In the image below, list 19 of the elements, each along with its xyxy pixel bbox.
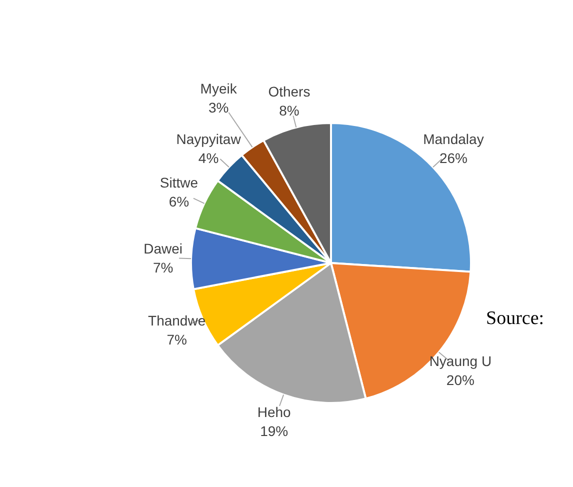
data-label: 7% bbox=[166, 332, 187, 348]
slice-label: Naypyitaw bbox=[176, 130, 242, 147]
slice-label: Thandwe bbox=[148, 312, 206, 329]
slice-label: Mandalay bbox=[423, 130, 484, 147]
slice-label: Myeik bbox=[200, 80, 238, 97]
data-label: 6% bbox=[168, 193, 190, 210]
data-label: 3% bbox=[208, 100, 229, 116]
slice-label: Others bbox=[268, 83, 310, 100]
data-label: 4% bbox=[198, 150, 219, 166]
slice-label: Sittwe bbox=[160, 174, 198, 190]
data-label: 8% bbox=[279, 102, 300, 118]
data-label: 26% bbox=[439, 150, 468, 166]
slice-label: Dawei bbox=[144, 240, 183, 257]
source-note: Source: bbox=[486, 308, 544, 330]
data-label: 20% bbox=[446, 372, 474, 388]
data-label: 19% bbox=[260, 423, 288, 440]
slice-label: Nyaung U bbox=[429, 353, 492, 370]
slice-label: Heho bbox=[257, 404, 292, 420]
data-label: 7% bbox=[152, 260, 174, 276]
